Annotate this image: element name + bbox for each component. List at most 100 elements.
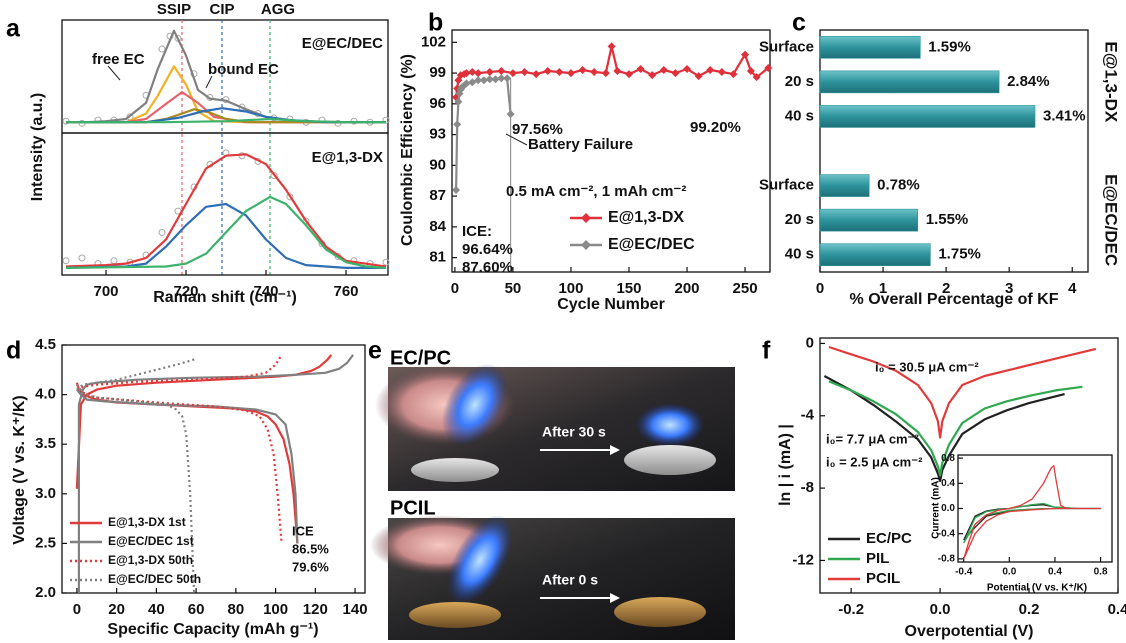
bar [819, 35, 921, 59]
panel-label: c [792, 9, 806, 37]
y-tick-label: 2.5 [35, 534, 56, 551]
bar [819, 208, 919, 232]
value-label: 1.59% [928, 38, 971, 55]
legend-label: EC/PC [866, 530, 912, 547]
bar [819, 243, 931, 267]
x-tick-label: 0 [451, 280, 459, 297]
point [624, 70, 633, 79]
reference-label: CIP [209, 1, 234, 18]
point [694, 72, 703, 81]
x-tick-label: 250 [733, 280, 758, 297]
legend-label: E@1,3-DX [608, 209, 684, 226]
series-line [963, 465, 1102, 560]
value-label: 1.55% [926, 211, 969, 228]
value-label: 1.75% [938, 246, 981, 263]
point [578, 65, 587, 74]
plot-frame [819, 337, 1119, 594]
point [474, 76, 483, 85]
y-axis-label: Intensity (a.u.) [29, 93, 46, 201]
x-tick-label: 100 [558, 280, 583, 297]
y-tick-label: 81 [429, 249, 446, 266]
x-tick-label: 0.8 [1094, 567, 1108, 578]
x-tick-label: 140 [343, 601, 368, 618]
photo-caption: After 0 s [542, 572, 598, 588]
point [520, 68, 529, 77]
annotation: 97.56% [512, 121, 563, 138]
x-tick-label: 1 [879, 280, 887, 297]
legend-label: PIL [866, 550, 889, 567]
annotation: 86.5% [292, 541, 329, 556]
point [78, 119, 86, 127]
flame [446, 514, 514, 606]
point [746, 67, 755, 76]
value-label: 3.41% [1043, 107, 1086, 124]
point [508, 69, 517, 78]
legend-label: PCIL [866, 570, 900, 587]
x-tick-label: 150 [616, 280, 641, 297]
x-tick-label: 50 [505, 280, 522, 297]
pointer [505, 133, 528, 146]
x-tick-label: 0.4 [1108, 601, 1126, 618]
point [485, 75, 494, 84]
annotation: bound EC [208, 61, 279, 78]
x-axis-label: Specific Capacity (mAh g⁻¹) [107, 621, 318, 638]
point [474, 69, 483, 78]
annotation: i₀ = 2.5 μA cm⁻² [826, 454, 923, 469]
y-axis-label: ln | i (mA) | [777, 424, 794, 506]
point [555, 68, 564, 77]
group-label: E@1,3-DX [1102, 41, 1121, 122]
y-tick-label: -8 [801, 479, 814, 496]
legend-label: E@1,3-DX 1st [108, 515, 186, 529]
x-axis-label: Potential (V vs. K⁺/K) [987, 583, 1087, 594]
series-line [828, 380, 1083, 477]
category-label: 40 s [785, 107, 814, 124]
y-tick-label: 4.5 [35, 336, 56, 353]
x-tick-label: 0.0 [930, 601, 951, 618]
panel-label: f [762, 337, 771, 365]
flame [635, 403, 705, 447]
panel-label: e [368, 337, 382, 365]
annotation: i₀= 7.7 μA cm⁻² [826, 431, 919, 446]
x-tick-label: 4 [1068, 280, 1077, 297]
y-tick-label: 84 [429, 218, 446, 235]
x-tick-label: 700 [93, 283, 118, 300]
series-line [823, 375, 1065, 482]
x-axis-label: % Overall Percentage of KF [850, 291, 1059, 308]
x-tick-label: 0.0 [1002, 567, 1016, 578]
y-tick-label: 99 [429, 64, 446, 81]
point [503, 74, 512, 83]
category-label: 40 s [785, 246, 814, 263]
y-tick-label: 0 [806, 334, 814, 351]
plot-frame [451, 29, 771, 273]
annotation: 96.64% [462, 241, 513, 258]
point [506, 110, 515, 119]
point [543, 67, 552, 76]
category-label: Surface [759, 38, 814, 55]
y-tick-label: 93 [429, 126, 446, 143]
category-label: Surface [759, 177, 814, 194]
pointer [205, 75, 213, 89]
series-line [76, 354, 354, 593]
y-tick-label: 0.8 [941, 453, 955, 464]
y-tick-label: 90 [429, 156, 446, 173]
y-tick-label: -0.4 [938, 528, 956, 539]
legend-label: E@EC/DEC [608, 236, 695, 253]
y-tick-label: -4 [801, 407, 815, 424]
plot-frame [819, 29, 1089, 273]
x-tick-label: 3 [1005, 280, 1013, 297]
y-tick-label: 3.0 [35, 485, 56, 502]
point [382, 258, 390, 266]
point [485, 68, 494, 77]
x-tick-label: 720 [173, 283, 198, 300]
photo-caption: After 30 s [542, 424, 606, 440]
x-tick-label: 0 [73, 601, 81, 618]
x-tick-label: 20 [108, 601, 125, 618]
annotation: ICE [292, 523, 314, 538]
legend-marker [581, 240, 591, 250]
point [462, 69, 471, 78]
category-label: 20 s [785, 73, 814, 90]
pointer [107, 65, 121, 81]
x-tick-label: 760 [333, 283, 358, 300]
annotation: 79.6% [292, 559, 329, 574]
annotation: E@EC/DEC [302, 35, 383, 52]
